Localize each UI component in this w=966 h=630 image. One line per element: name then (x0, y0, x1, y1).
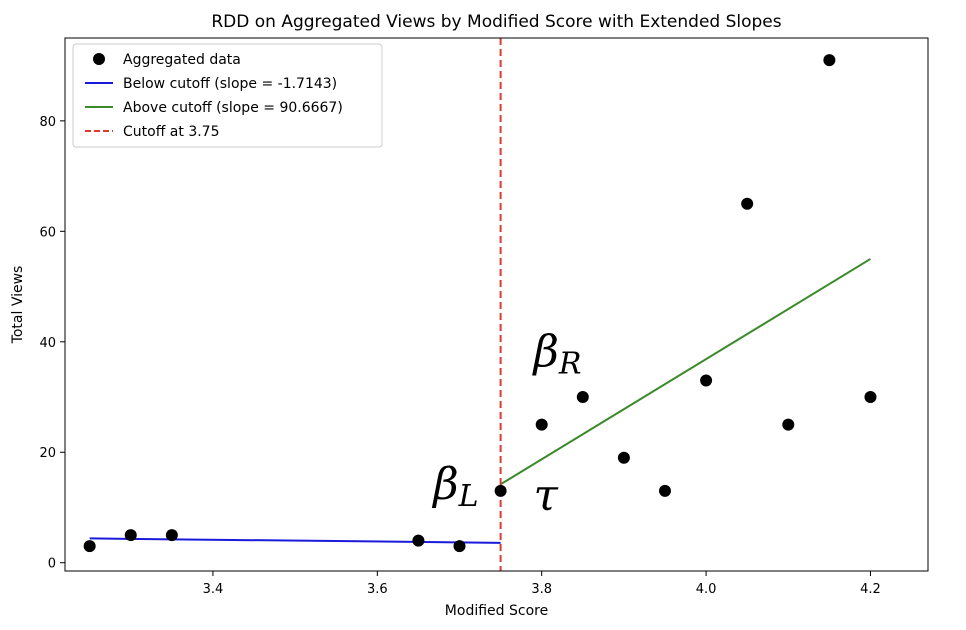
data-point (494, 484, 507, 497)
y-axis: 0 20 40 60 80 (39, 115, 65, 572)
x-tick-label: 4.0 (696, 582, 717, 597)
y-tick-label: 40 (39, 336, 56, 351)
fit-line-below (89, 537, 501, 544)
data-point (165, 529, 178, 542)
x-axis: 3.4 3.6 3.8 4.0 4.2 (203, 571, 881, 597)
legend-label-cutoff: Cutoff at 3.75 (123, 124, 220, 140)
x-tick-label: 3.8 (531, 582, 552, 597)
data-point (124, 529, 137, 542)
plot-area: βR βL τ (83, 38, 877, 571)
legend-label-below: Below cutoff (slope = -1.7143) (123, 76, 337, 92)
data-point (576, 391, 589, 404)
y-axis-label: Total Views (10, 266, 26, 345)
y-tick-label: 60 (39, 225, 56, 240)
data-point (741, 197, 754, 210)
fit-line-above (500, 258, 871, 486)
chart-title: RDD on Aggregated Views by Modified Scor… (211, 12, 781, 32)
annotation-beta-L: βL (431, 459, 478, 514)
legend: Aggregated data Below cutoff (slope = -1… (72, 43, 383, 148)
annotation-beta-R: βR (531, 327, 581, 382)
data-point (535, 418, 548, 431)
y-tick-label: 80 (39, 115, 56, 130)
x-tick-label: 4.2 (860, 582, 881, 597)
plot-frame (64, 37, 929, 572)
data-point (823, 54, 836, 67)
y-tick-label: 20 (39, 446, 56, 461)
data-point (700, 374, 713, 387)
data-point (453, 540, 466, 553)
x-tick-label: 3.6 (367, 582, 388, 597)
data-point (782, 418, 795, 431)
data-point (658, 484, 671, 497)
legend-box (72, 43, 383, 148)
x-tick-label: 3.4 (203, 582, 224, 597)
annotation-tau: τ (533, 470, 558, 521)
legend-label-above: Above cutoff (slope = 90.6667) (123, 100, 343, 116)
legend-label-points: Aggregated data (123, 52, 241, 68)
data-point (864, 391, 877, 404)
y-tick-label: 0 (48, 557, 56, 572)
data-point (83, 540, 96, 553)
x-axis-label: Modified Score (445, 603, 548, 619)
legend-marker-points (93, 53, 105, 65)
data-point (617, 451, 630, 464)
data-point (412, 534, 425, 547)
